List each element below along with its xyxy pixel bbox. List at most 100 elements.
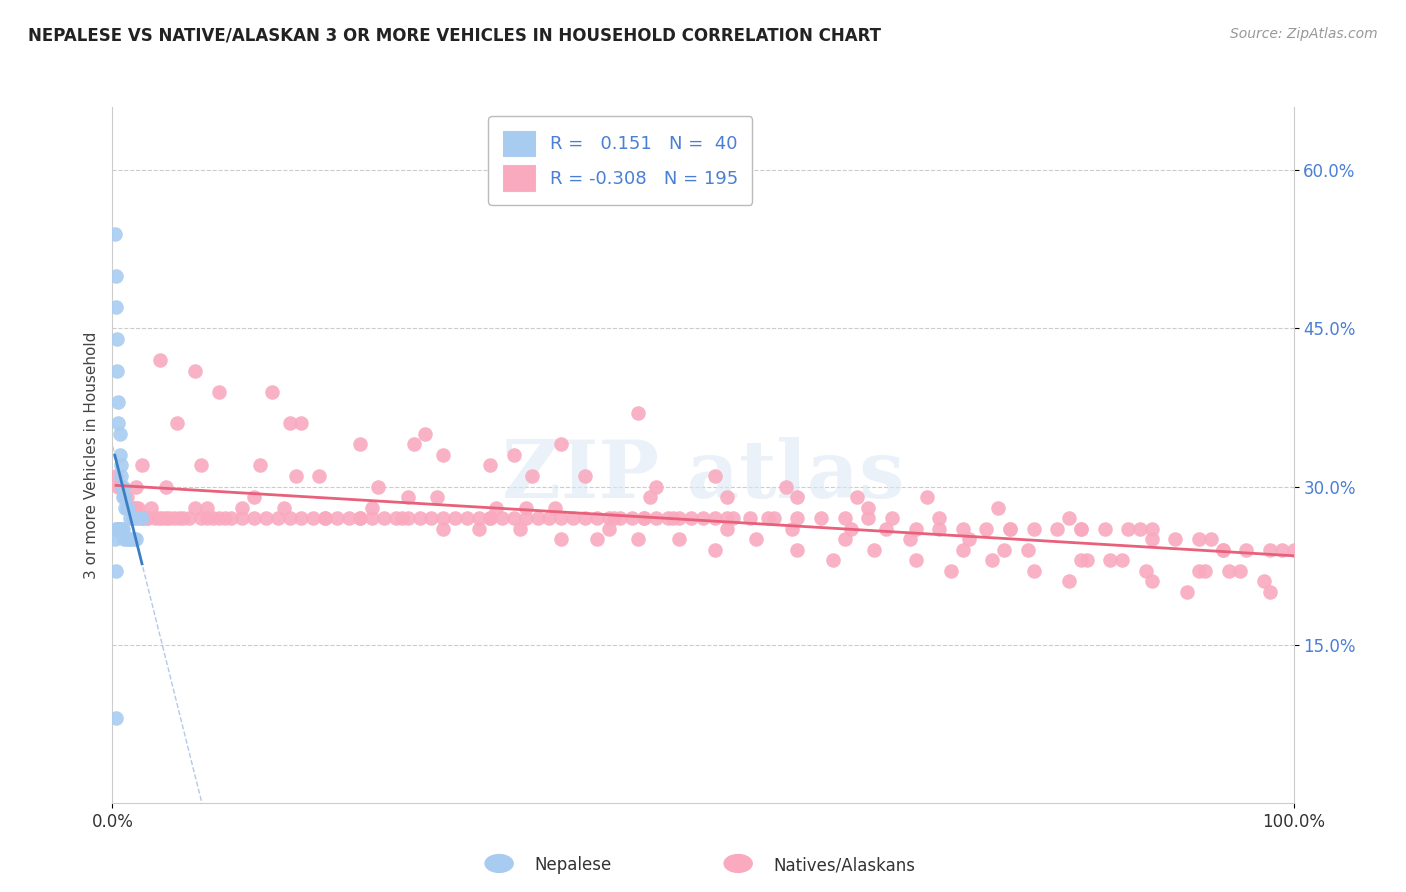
Point — [107, 479, 129, 493]
Point — [396, 490, 419, 504]
Point — [1234, 542, 1257, 557]
Point — [125, 500, 148, 515]
Point — [131, 511, 153, 525]
Point — [432, 511, 454, 525]
Point — [858, 511, 880, 525]
Point — [136, 511, 159, 525]
Point — [120, 511, 142, 525]
Point — [1129, 522, 1152, 536]
Point — [740, 511, 762, 525]
Point — [762, 511, 785, 525]
Point — [105, 522, 128, 536]
Point — [633, 511, 655, 525]
Point — [917, 490, 939, 504]
Point — [485, 500, 508, 515]
Point — [745, 533, 768, 547]
Point — [716, 522, 738, 536]
Point — [515, 511, 537, 525]
Point — [1212, 542, 1234, 557]
Point — [863, 542, 886, 557]
Point — [179, 511, 201, 525]
Text: NEPALESE VS NATIVE/ALASKAN 3 OR MORE VEHICLES IN HOUSEHOLD CORRELATION CHART: NEPALESE VS NATIVE/ALASKAN 3 OR MORE VEH… — [28, 27, 882, 45]
Point — [267, 511, 290, 525]
Point — [1111, 553, 1133, 567]
Point — [1017, 542, 1039, 557]
Point — [149, 353, 172, 368]
Point — [993, 542, 1015, 557]
Point — [1188, 533, 1211, 547]
Point — [254, 511, 277, 525]
Point — [786, 490, 808, 504]
Point — [104, 533, 127, 547]
Point — [278, 417, 301, 431]
Point — [479, 458, 502, 473]
Point — [880, 511, 903, 525]
Point — [112, 490, 135, 504]
Point — [190, 458, 212, 473]
Point — [195, 511, 218, 525]
Point — [1070, 553, 1092, 567]
Point — [105, 332, 128, 346]
Point — [544, 500, 567, 515]
Point — [131, 511, 153, 525]
Point — [361, 500, 384, 515]
Point — [1258, 585, 1281, 599]
Point — [904, 522, 927, 536]
Point — [219, 511, 242, 525]
Point — [115, 500, 138, 515]
Point — [112, 490, 135, 504]
Point — [150, 511, 173, 525]
Point — [110, 458, 132, 473]
Point — [208, 511, 231, 525]
Point — [638, 490, 661, 504]
Point — [585, 533, 607, 547]
Point — [105, 469, 128, 483]
Point — [326, 511, 349, 525]
Text: Nepalese: Nepalese — [534, 856, 612, 874]
Point — [839, 522, 862, 536]
Point — [644, 479, 666, 493]
Point — [391, 511, 413, 525]
Point — [118, 533, 141, 547]
Point — [107, 417, 129, 431]
Point — [105, 564, 128, 578]
Point — [408, 511, 430, 525]
Point — [114, 500, 136, 515]
Point — [110, 522, 132, 536]
Point — [598, 511, 620, 525]
Point — [976, 522, 998, 536]
Point — [503, 511, 526, 525]
Point — [1046, 522, 1069, 536]
Point — [574, 511, 596, 525]
Point — [122, 500, 145, 515]
Point — [231, 511, 253, 525]
Point — [1057, 511, 1080, 525]
Point — [668, 511, 690, 525]
Point — [1140, 574, 1163, 589]
Point — [1218, 564, 1240, 578]
Point — [155, 479, 177, 493]
Point — [858, 500, 880, 515]
Point — [775, 479, 797, 493]
Point — [1099, 553, 1122, 567]
Point — [112, 533, 135, 547]
Point — [314, 511, 336, 525]
Point — [131, 458, 153, 473]
Point — [112, 490, 135, 504]
Point — [361, 511, 384, 525]
Point — [195, 500, 218, 515]
Point — [662, 511, 685, 525]
Point — [243, 511, 266, 525]
Point — [108, 448, 131, 462]
Point — [1199, 533, 1222, 547]
Point — [627, 406, 650, 420]
Point — [135, 511, 157, 525]
Point — [120, 533, 142, 547]
Point — [810, 511, 832, 525]
Point — [1253, 574, 1275, 589]
Point — [349, 437, 371, 451]
Point — [562, 511, 585, 525]
Point — [426, 490, 449, 504]
Point — [163, 511, 186, 525]
Point — [479, 511, 502, 525]
